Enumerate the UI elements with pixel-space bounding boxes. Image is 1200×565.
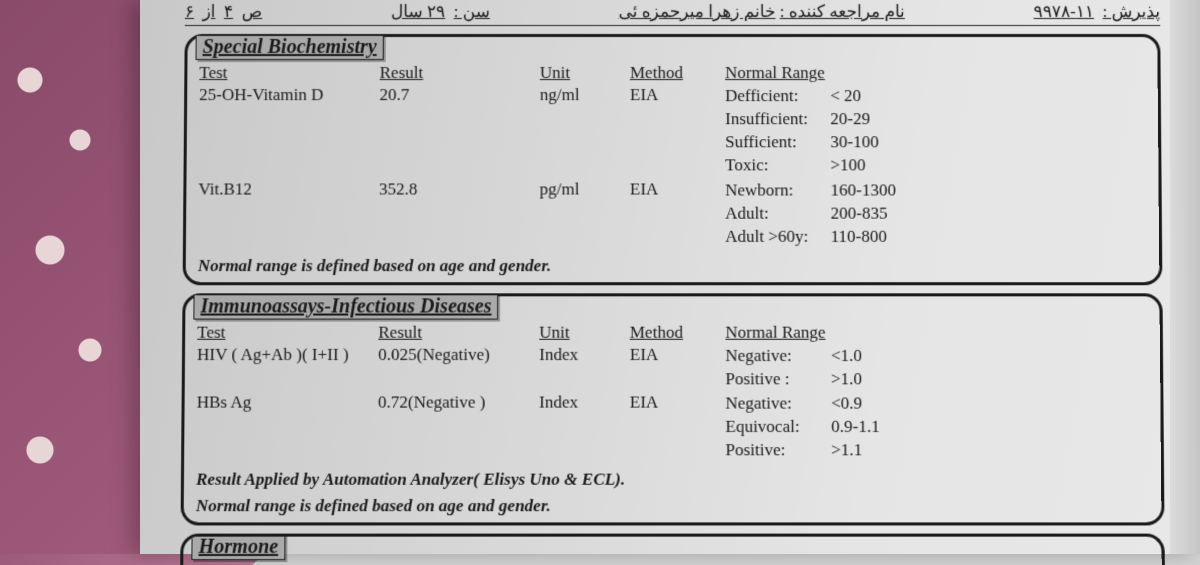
test-range: Negative:<0.9 Equivocal:0.9-1.1 Positive… [725, 392, 1007, 464]
test-range: Defficient:< 20 Insufficient:20-29 Suffi… [725, 84, 1006, 178]
section-biochemistry: Special Biochemistry Test Result Unit Me… [183, 34, 1163, 285]
col-range: Normal Range [725, 321, 1007, 343]
test-name: 25-OH-Vitamin D [199, 84, 380, 178]
col-unit: Unit [539, 321, 630, 343]
section-title: Immunoassays-Infectious Diseases [193, 294, 498, 319]
admission-info: پذیرش : ۱۱-۹۹۷۸ [1034, 2, 1161, 22]
background-pattern [0, 0, 140, 554]
col-result: Result [378, 321, 539, 343]
section-hormone: Hormone [180, 534, 1165, 565]
paper-edge-shadow [1170, 0, 1200, 554]
section-note: Normal range is defined based on age and… [196, 496, 1150, 516]
col-test: Test [197, 321, 378, 343]
test-result: 352.8 [379, 178, 540, 249]
section-title: Special Biochemistry [196, 35, 384, 60]
test-unit: Index [539, 343, 630, 391]
paper-sheet: ص ۴ از ۶ سن : ۲۹ سال نام مراجعه کننده : … [140, 0, 1200, 554]
col-range: Normal Range [725, 62, 1005, 84]
test-range: Newborn:160-1300 Adult:200-835 Adult >60… [725, 178, 1006, 249]
section-title: Hormone [191, 535, 285, 560]
col-unit: Unit [540, 62, 630, 84]
test-name: HIV ( Ag+Ab )( I+II ) [197, 343, 378, 391]
test-unit: ng/ml [540, 84, 630, 178]
test-name: Vit.B12 [198, 178, 379, 249]
col-method: Method [630, 321, 726, 343]
col-test: Test [199, 62, 379, 84]
test-result: 0.025(Negative) [378, 343, 539, 391]
test-name: HBs Ag [196, 392, 378, 464]
section-note: Normal range is defined based on age and… [198, 256, 1148, 276]
col-method: Method [630, 62, 725, 84]
col-result: Result [380, 62, 540, 84]
test-unit: Index [539, 392, 630, 464]
test-method: EIA [630, 84, 725, 178]
test-method: EIA [630, 343, 726, 391]
test-result: 20.7 [379, 84, 540, 178]
test-method: EIA [630, 178, 725, 249]
patient-info: نام مراجعه کننده : خانم زهرا میرحمزه ئی [619, 2, 905, 22]
age-info: سن : ۲۹ سال [391, 2, 490, 22]
page-info: ص ۴ از ۶ [185, 2, 262, 22]
section-immunoassays: Immunoassays-Infectious Diseases Test Re… [181, 293, 1165, 526]
test-method: EIA [630, 392, 726, 464]
test-unit: pg/ml [539, 178, 629, 249]
test-result: 0.72(Negative ) [378, 392, 539, 464]
section-note: Result Applied by Automation Analyzer( E… [196, 470, 1149, 490]
header-row: ص ۴ از ۶ سن : ۲۹ سال نام مراجعه کننده : … [185, 0, 1160, 26]
test-range: Negative:<1.0 Positive :>1.0 [725, 343, 1007, 391]
